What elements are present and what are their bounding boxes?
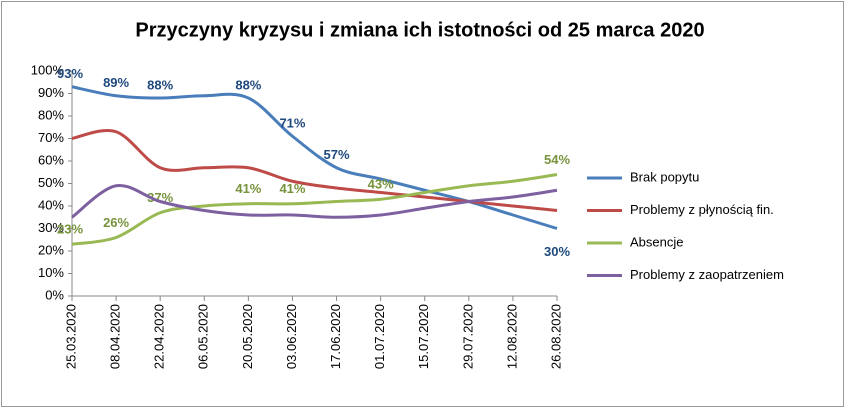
x-tick-label: 26.08.2020 [548, 304, 563, 369]
y-tick-label: 70% [38, 130, 64, 145]
x-tick-label: 22.04.2020 [152, 304, 167, 369]
x-tick-label: 20.05.2020 [240, 304, 255, 369]
y-tick-label: 80% [38, 107, 64, 122]
data-label: 88% [147, 77, 173, 92]
y-tick-label: 60% [38, 152, 64, 167]
data-label: 54% [544, 152, 570, 167]
x-tick-label: 29.07.2020 [460, 304, 475, 369]
y-tick-label: 0% [45, 287, 64, 302]
x-tick-label: 06.05.2020 [196, 304, 211, 369]
series-line [71, 184, 558, 219]
series-line [71, 173, 558, 246]
data-label: 41% [279, 181, 305, 196]
data-label: 37% [147, 190, 173, 205]
legend-label: Absencje [630, 234, 683, 249]
x-tick-label: 12.08.2020 [504, 304, 519, 369]
legend-label: Brak popytu [630, 169, 699, 184]
x-tick-label: 17.06.2020 [328, 304, 343, 369]
legend-label: Problemy z zaopatrzeniem [630, 267, 784, 282]
data-label: 71% [279, 116, 305, 131]
y-tick-label: 90% [38, 85, 64, 100]
data-label: 93% [57, 66, 83, 81]
data-label: 26% [103, 215, 129, 230]
x-tick-label: 01.07.2020 [372, 304, 387, 369]
legend-label: Problemy z płynością fin. [630, 202, 774, 217]
data-label: 30% [544, 244, 570, 259]
x-tick-label: 15.07.2020 [416, 304, 431, 369]
data-label: 88% [235, 77, 261, 92]
chart-border [1, 1, 844, 407]
data-label: 57% [324, 147, 350, 162]
chart-title: Przyczyny kryzysu i zmiana ich istotnośc… [135, 19, 704, 41]
data-label: 23% [57, 222, 83, 237]
x-tick-label: 25.03.2020 [63, 304, 78, 369]
y-tick-label: 30% [38, 220, 64, 235]
y-tick-label: 20% [38, 242, 64, 257]
data-label: 41% [235, 181, 261, 196]
x-tick-label: 03.06.2020 [284, 304, 299, 369]
data-label: 89% [103, 75, 129, 90]
data-label: 43% [368, 177, 394, 192]
y-tick-label: 10% [38, 265, 64, 280]
y-tick-label: 50% [38, 175, 64, 190]
x-tick-label: 08.04.2020 [108, 304, 123, 369]
y-tick-label: 100% [31, 62, 65, 77]
y-tick-label: 40% [38, 197, 64, 212]
